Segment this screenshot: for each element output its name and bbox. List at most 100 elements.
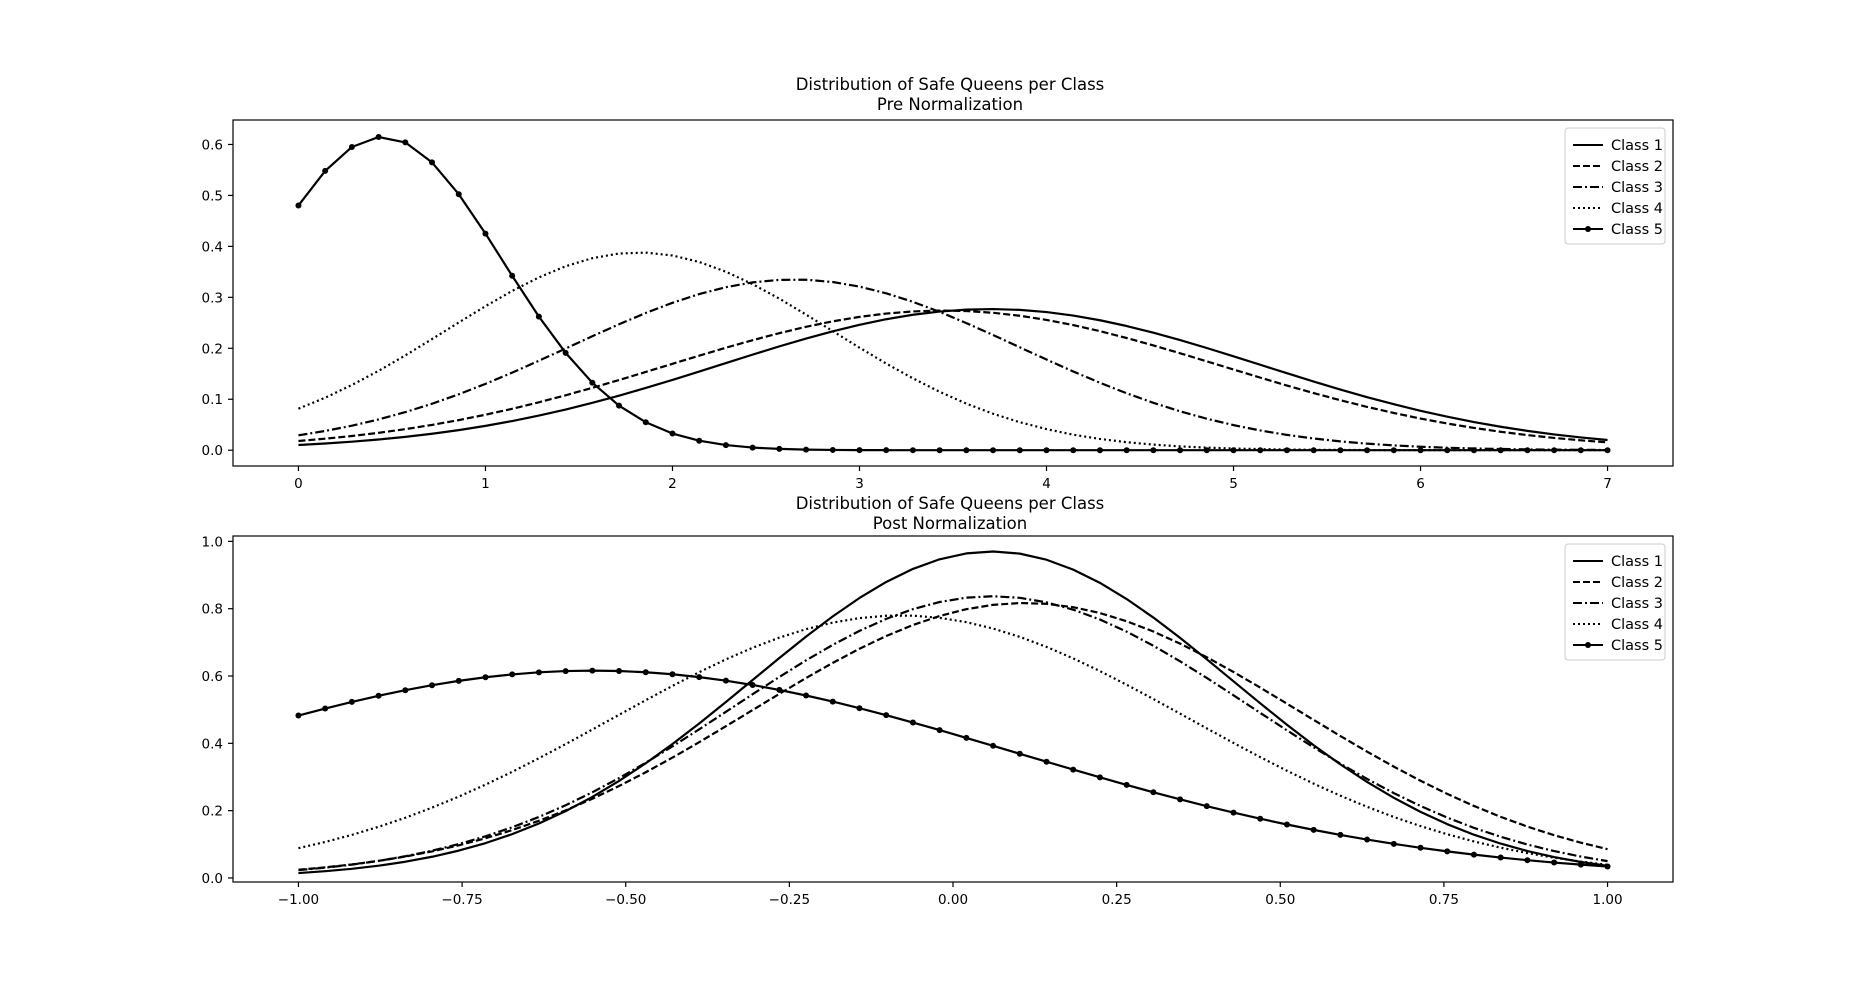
data-point-class-5 [803,446,810,453]
data-point-class-5 [1577,447,1584,454]
data-point-class-5 [562,349,569,356]
data-point-class-5 [1016,447,1023,454]
data-point-class-5 [429,159,436,166]
data-point-class-5 [1604,863,1611,870]
x-tick-label: 0.25 [1102,892,1132,908]
plot-frame [232,119,1674,467]
legend: Class 1 Class 2 Class 3 Class 4 Class 5 [1564,127,1666,245]
series-line-class-5 [298,669,1608,868]
data-point-class-5 [1070,766,1077,773]
data-point-class-5 [1524,857,1531,864]
data-point-class-5 [616,402,623,409]
data-point-class-5 [1016,750,1023,757]
legend-marker [1585,226,1591,232]
y-tick-label: 0.4 [202,239,223,255]
x-tick-label: 0.00 [938,892,968,908]
data-point-class-5 [1177,796,1184,803]
y-tick-label: 0.0 [202,871,223,887]
x-tick-label: −1.00 [278,892,319,908]
data-point-class-5 [749,444,756,451]
data-point-class-5 [535,313,542,320]
data-point-class-5 [1551,447,1558,454]
x-tick-label: 5 [1229,476,1238,492]
series-line-class-5 [297,135,1608,452]
legend-label-class-1: Class 1 [1611,554,1663,570]
data-point-class-5 [1123,781,1130,788]
data-point-class-5 [295,202,302,209]
chart-subtitle: Post Normalization [873,514,1027,533]
data-point-class-5 [1364,836,1371,843]
x-tick-label: 6 [1416,476,1425,492]
legend-label-class-1: Class 1 [1611,138,1663,154]
data-point-class-5 [1230,447,1237,454]
data-point-class-5 [1096,774,1103,781]
series-line-class-2 [298,601,1608,871]
data-point-class-5 [322,167,329,174]
legend-label-class-3: Class 3 [1611,180,1663,196]
data-point-class-5 [1444,848,1451,855]
y-tick-label: 1.0 [202,534,223,550]
data-point-class-5 [883,447,890,454]
data-point-class-5 [990,742,997,749]
data-point-class-5 [963,734,970,741]
legend-label-class-4: Class 4 [1611,617,1663,633]
data-point-class-5 [1337,447,1344,454]
data-point-class-5 [1470,851,1477,858]
data-point-class-5 [562,668,569,675]
legend-box [1564,543,1666,661]
data-point-class-5 [1096,447,1103,454]
bottom-subplot: Distribution of Safe Queens per Class Po… [202,494,1674,908]
data-point-class-5 [616,668,623,675]
data-point-class-5 [535,669,542,676]
data-point-class-5 [1283,447,1290,454]
y-tick-label: 0.2 [202,341,223,357]
legend-box [1564,127,1666,245]
data-point-class-5 [1150,447,1157,454]
data-point-class-5 [776,445,783,452]
series-line-class-2 [298,309,1608,444]
data-point-class-5 [1203,803,1210,810]
data-point-class-5 [482,230,489,237]
y-tick-label: 0.6 [202,137,223,153]
data-point-class-5 [1310,826,1317,833]
data-point-class-5 [963,447,970,454]
data-point-class-5 [1577,861,1584,868]
data-point-class-5 [829,446,836,453]
data-point-class-5 [1177,447,1184,454]
data-point-class-5 [1310,447,1317,454]
x-tick-label: 1 [481,476,490,492]
data-point-class-5 [1337,831,1344,838]
data-point-class-5 [909,719,916,726]
data-point-class-5 [1043,758,1050,765]
x-tick-label: 0.50 [1265,892,1295,908]
legend-label-class-3: Class 3 [1611,596,1663,612]
data-point-class-5 [1283,821,1290,828]
y-tick-label: 0.2 [202,804,223,820]
data-point-class-5 [856,705,863,712]
data-point-class-5 [669,430,676,437]
data-point-class-5 [375,133,382,140]
data-point-class-5 [1417,844,1424,851]
data-point-class-5 [1203,447,1210,454]
data-point-class-5 [1417,447,1424,454]
data-point-class-5 [1070,447,1077,454]
legend-label-class-4: Class 4 [1611,201,1663,217]
data-point-class-5 [348,698,355,705]
data-point-class-5 [642,419,649,426]
data-point-class-5 [936,447,943,454]
series-line-class-1 [298,550,1608,875]
data-point-class-5 [856,447,863,454]
x-tick-label: −0.25 [769,892,810,908]
series-lines [295,550,1611,875]
x-tick-label: 0 [294,476,303,492]
y-tick-label: 0.5 [202,188,223,204]
data-point-class-5 [1390,447,1397,454]
data-point-class-5 [669,671,676,678]
data-point-class-5 [589,667,596,674]
x-tick-label: 4 [1042,476,1051,492]
data-point-class-5 [429,682,436,689]
y-tick-label: 0.3 [202,290,223,306]
data-point-class-5 [1497,854,1504,861]
data-point-class-5 [295,712,302,719]
